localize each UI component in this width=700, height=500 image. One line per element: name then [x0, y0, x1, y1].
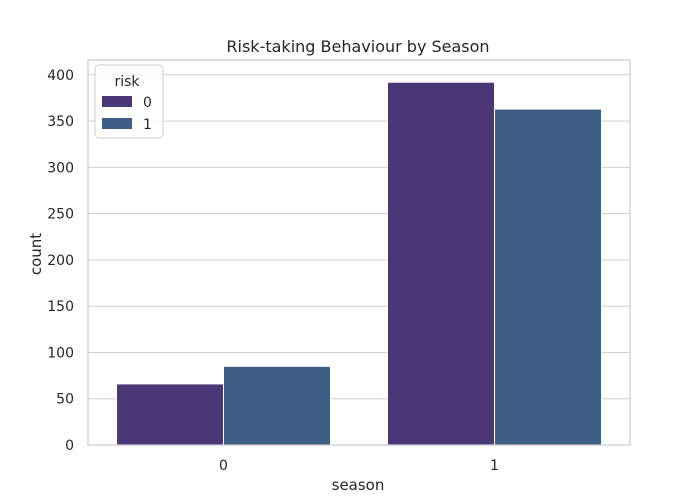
- bar-season-1-risk-1: [494, 108, 602, 446]
- legend-label-risk-1: 1: [143, 117, 152, 133]
- y-tick-label: 300: [47, 160, 74, 176]
- y-tick-label: 350: [47, 114, 74, 130]
- legend-label-risk-0: 0: [143, 95, 152, 111]
- chart-title: Risk-taking Behaviour by Season: [226, 37, 489, 56]
- legend-swatch-risk-1: [102, 118, 132, 129]
- y-tick-label: 250: [47, 207, 74, 223]
- y-tick-label: 50: [56, 392, 74, 408]
- bars: [116, 81, 602, 446]
- y-tick-label: 0: [65, 438, 74, 454]
- legend-title: risk: [114, 74, 140, 90]
- x-axis-label: season: [332, 476, 385, 494]
- legend: risk 0 1: [94, 64, 164, 139]
- y-tick-label: 150: [47, 299, 74, 315]
- x-tick-label: 1: [490, 458, 499, 474]
- bar-season-1-risk-0: [387, 81, 495, 446]
- y-tick-label: 200: [47, 253, 74, 269]
- x-tick-label: 0: [219, 458, 228, 474]
- y-tick-labels: 0 50 100 150 200 250 300 350 400: [47, 68, 74, 454]
- legend-swatch-risk-0: [102, 96, 132, 107]
- y-tick-label: 100: [47, 345, 74, 361]
- bar-season-0-risk-0: [116, 383, 224, 446]
- y-tick-label: 400: [47, 68, 74, 84]
- bar-season-0-risk-1: [223, 365, 331, 446]
- plot-frame: [87, 59, 631, 446]
- y-axis-label: count: [27, 233, 45, 275]
